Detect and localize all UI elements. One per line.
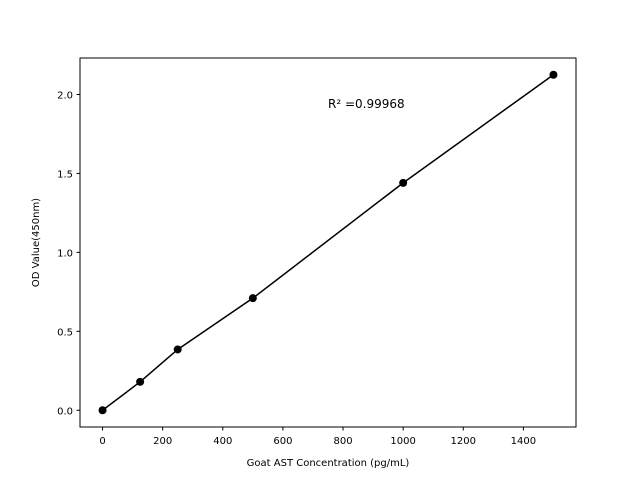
- y-tick-label: 1.5: [57, 169, 73, 180]
- y-tick-label: 0.0: [57, 406, 73, 417]
- data-point: [248, 294, 257, 303]
- x-tick-label: 0: [99, 436, 105, 447]
- x-tick-label: 1200: [451, 436, 476, 447]
- data-point: [136, 377, 145, 386]
- x-tick-label: 800: [333, 436, 352, 447]
- data-point: [98, 406, 107, 415]
- x-tick-label: 400: [213, 436, 232, 447]
- x-tick-label: 1400: [511, 436, 536, 447]
- x-tick-label: 1000: [390, 436, 415, 447]
- annotation: R² =0.99968: [328, 97, 405, 111]
- x-tick-label: 600: [273, 436, 292, 447]
- data-point: [549, 70, 558, 79]
- x-tick-label: 200: [153, 436, 172, 447]
- data-point: [173, 345, 182, 354]
- y-tick-label: 2.0: [57, 90, 73, 101]
- plot-frame: [79, 57, 577, 428]
- y-tick-label: 1.0: [57, 248, 73, 259]
- data-point: [399, 178, 408, 187]
- y-tick-label: 0.5: [57, 327, 73, 338]
- x-axis-label: Goat AST Concentration (pg/mL): [247, 458, 410, 469]
- y-axis-label: OD Value(450nm): [31, 198, 42, 287]
- data-line: [102, 74, 554, 411]
